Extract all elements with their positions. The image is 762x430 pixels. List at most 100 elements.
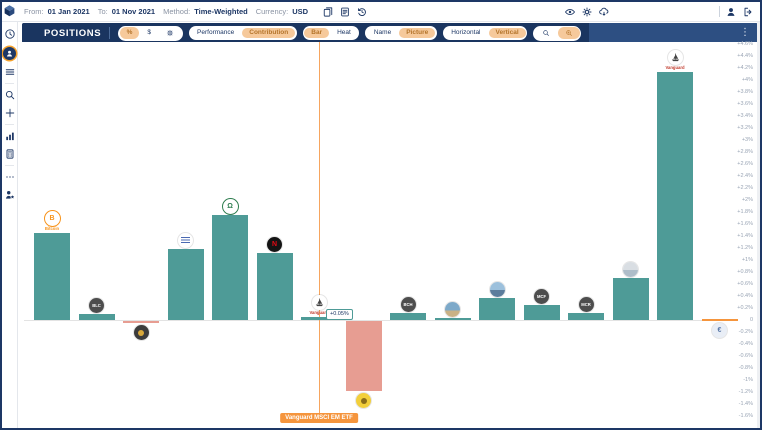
logout-icon[interactable] <box>742 6 754 18</box>
filter-value[interactable]: 01 Nov 2021 <box>111 7 156 16</box>
bar-bitcoin[interactable] <box>34 233 70 320</box>
bar-photo-1[interactable] <box>434 318 471 320</box>
text-logo-logo-icon <box>178 233 193 248</box>
toggle-name[interactable]: Name <box>366 27 399 39</box>
bar-mcr[interactable] <box>568 313 604 320</box>
toggle-group-style: Bar Heat <box>302 26 360 40</box>
y-axis-tick: -0.6% <box>738 352 753 359</box>
bar-euro[interactable] <box>701 319 738 321</box>
y-axis-tick: -1.6% <box>738 412 753 419</box>
toggle-horizontal[interactable]: Horizontal <box>444 27 488 39</box>
bar-text-logo[interactable] <box>167 249 204 320</box>
sidebar-item-search[interactable] <box>3 89 16 102</box>
filter-value[interactable]: 01 Jan 2021 <box>47 7 90 16</box>
bar-netflix[interactable] <box>256 253 293 320</box>
sidebar-item-positions-person[interactable] <box>3 46 16 60</box>
toggle-percent[interactable]: % <box>119 27 140 39</box>
journal-icon[interactable] <box>339 6 351 18</box>
selection-tooltip: Vanguard MSCI EM ETF <box>280 413 358 423</box>
reports-icon[interactable] <box>322 6 334 18</box>
logo-token <box>123 325 159 340</box>
vanguard-us-logo-icon <box>667 50 683 65</box>
sidebar-item-bar-chart[interactable] <box>3 130 16 143</box>
y-axis-tick: +0.4% <box>737 292 753 299</box>
y-axis-tick: +0.6% <box>737 280 753 287</box>
logo-mcr: MCR <box>568 297 604 312</box>
bar-yellow-token[interactable] <box>345 321 382 391</box>
toggle-gear-icon[interactable] <box>159 27 182 39</box>
page-title: POSITIONS <box>44 27 102 39</box>
user-icon[interactable] <box>725 6 737 18</box>
logo-bch: BCH <box>390 297 426 312</box>
y-axis-tick: +0.8% <box>737 268 753 275</box>
bar-globe[interactable] <box>612 278 649 320</box>
y-axis-tick: +4.4% <box>737 52 753 59</box>
history-icon[interactable] <box>356 6 368 18</box>
sidebar-item-clock[interactable] <box>3 28 16 41</box>
slash-circle-icon <box>28 28 39 39</box>
bar-vanguard-em[interactable] <box>301 317 337 320</box>
app-logo-icon[interactable] <box>3 4 18 19</box>
sidebar-item-awards[interactable] <box>3 189 16 202</box>
y-axis-tick: +3.2% <box>737 124 753 131</box>
scrollbar[interactable] <box>757 22 760 428</box>
filter-value[interactable]: USD <box>292 7 309 16</box>
netflix-logo-icon: N <box>267 237 282 252</box>
filter-label: From: <box>24 7 44 16</box>
settings-gear-icon[interactable] <box>581 6 593 18</box>
toggle-bar[interactable]: Bar <box>304 27 330 39</box>
sidebar-item-list[interactable] <box>3 66 16 79</box>
y-axis-tick: +1.6% <box>737 220 753 227</box>
search-plus-icon <box>565 29 573 37</box>
filter-label: Method: <box>163 7 191 16</box>
y-axis-tick: +1.8% <box>737 208 753 215</box>
eye-icon[interactable] <box>564 6 576 18</box>
bar-vanguard-us[interactable] <box>657 72 693 320</box>
blc-logo-icon: BLC <box>89 298 104 313</box>
cloud-sync-icon[interactable] <box>598 6 610 18</box>
y-axis-tick: +0.2% <box>737 304 753 311</box>
photo-1-logo-icon <box>445 302 460 317</box>
toggle-search-plus-icon[interactable] <box>557 27 580 39</box>
y-axis-tick: +3.6% <box>737 100 753 107</box>
sidebar-item-calculator[interactable] <box>3 148 16 161</box>
value-tooltip: +0.05% <box>326 309 353 320</box>
toggle-group-search <box>533 25 582 41</box>
yellow-token-logo-icon <box>356 393 371 408</box>
toggle-vertical[interactable]: Vertical <box>488 27 526 39</box>
toggle-contribution[interactable]: Contribution <box>242 27 296 39</box>
bar-mcf[interactable] <box>523 305 560 320</box>
bar-token[interactable] <box>123 321 159 323</box>
mcr-logo-icon: MCR <box>578 297 594 312</box>
toggle-group-unit: % $ <box>118 25 183 41</box>
bar-green-emblem[interactable] <box>212 215 248 320</box>
account-icons <box>725 6 754 18</box>
sidebar-item-plus[interactable] <box>3 107 16 120</box>
y-axis-tick: +3.8% <box>737 88 753 95</box>
toggle-search-icon[interactable] <box>534 27 557 39</box>
logo-vanguard-em: Vanguard <box>301 295 337 315</box>
toggle-picture[interactable]: Picture <box>399 27 436 39</box>
y-axis-tick: +1% <box>741 256 753 263</box>
logo-bitcoin: B Bitcoin <box>34 211 70 231</box>
kebab-menu-icon[interactable]: ⋮ <box>740 27 750 38</box>
bar-bch[interactable] <box>390 313 426 320</box>
bar-photo-2[interactable] <box>479 298 515 320</box>
toggle-group-orientation: Horizontal Vertical <box>442 26 528 40</box>
header-divider <box>109 27 111 39</box>
bar-blc[interactable] <box>78 314 115 320</box>
toggle-dollar[interactable]: $ <box>140 27 159 39</box>
sidebar-divider <box>5 83 14 84</box>
sidebar-item-more[interactable] <box>3 171 16 184</box>
report-filters: From: 01 Jan 2021 To: 01 Nov 2021 Method: Tim… <box>24 7 312 16</box>
top-bar: From: 01 Jan 2021 To: 01 Nov 2021 Method: Tim… <box>2 2 760 22</box>
toggle-heat[interactable]: Heat <box>330 27 358 39</box>
sidebar-divider <box>5 124 14 125</box>
y-axis-tick: +2.4% <box>737 172 753 179</box>
logo-photo-2 <box>479 282 515 297</box>
filter-value[interactable]: Time-Weighted <box>194 7 248 16</box>
y-axis-tick: +2.2% <box>737 184 753 191</box>
zero-axis-line <box>24 320 736 321</box>
toggle-performance[interactable]: Performance <box>190 27 242 39</box>
